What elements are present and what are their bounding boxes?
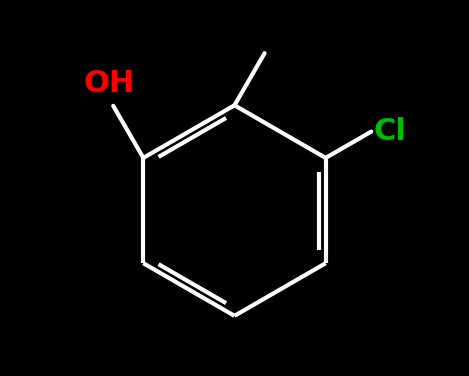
- Text: Cl: Cl: [373, 117, 406, 146]
- Text: OH: OH: [84, 69, 135, 98]
